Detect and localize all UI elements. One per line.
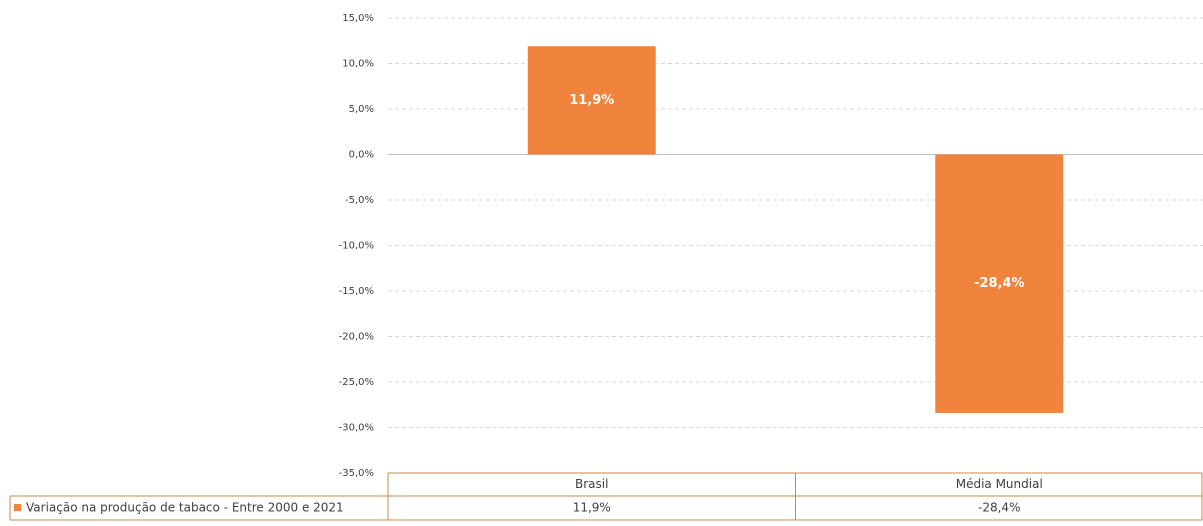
x-tick-label: Brasil: [575, 477, 608, 491]
table-value: 11,9%: [573, 501, 611, 515]
y-tick-label: -30,0%: [339, 423, 374, 434]
y-tick-label: 15,0%: [342, 13, 374, 24]
table-value: -28,4%: [978, 501, 1020, 515]
legend-label: Variação na produção de tabaco - Entre 2…: [26, 501, 344, 515]
bar: [935, 154, 1064, 413]
bar: [527, 46, 656, 155]
y-tick-label: -20,0%: [339, 332, 374, 343]
y-tick-label: 10,0%: [342, 59, 374, 70]
data-label: 11,9%: [569, 93, 614, 108]
legend-key: [14, 504, 21, 511]
y-tick-label: -25,0%: [339, 377, 374, 388]
y-tick-label: -35,0%: [339, 468, 374, 479]
y-tick-label: -15,0%: [339, 286, 374, 297]
y-tick-label: -5,0%: [345, 195, 374, 206]
x-tick-label: Média Mundial: [956, 477, 1043, 491]
y-tick-label: -10,0%: [339, 241, 374, 252]
y-tick-label: 0,0%: [349, 150, 374, 161]
data-label: -28,4%: [974, 276, 1025, 291]
y-tick-label: 5,0%: [349, 104, 374, 115]
